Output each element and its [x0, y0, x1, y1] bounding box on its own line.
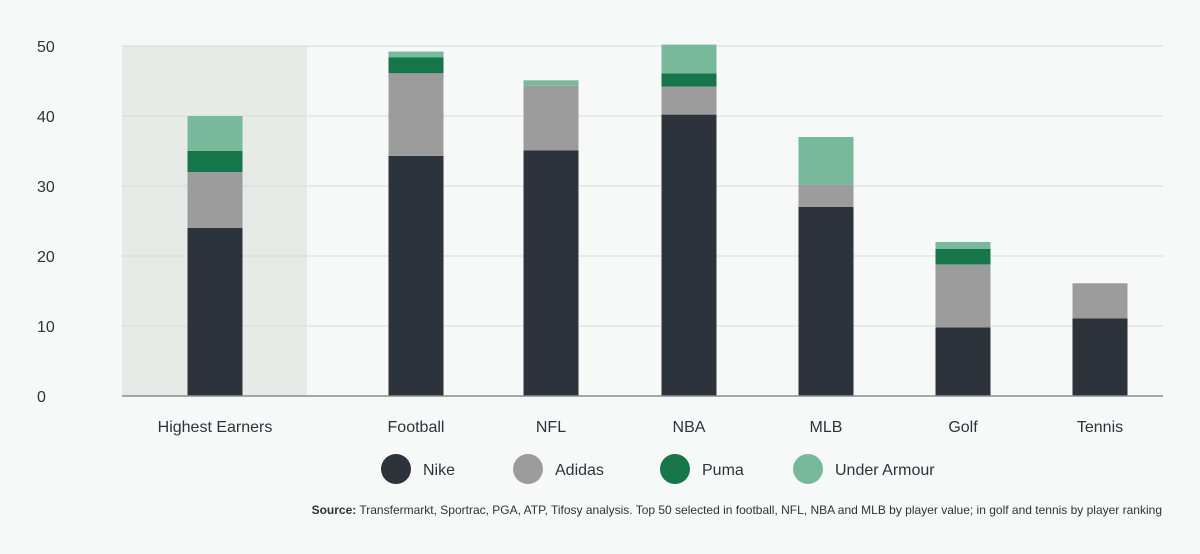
- x-tick-label: NBA: [673, 419, 706, 436]
- bar-segment-nike: [388, 155, 444, 396]
- bar-segment-nike: [935, 327, 991, 396]
- y-tick-label: 40: [37, 109, 55, 126]
- y-tick-label: 10: [37, 319, 55, 336]
- legend-marker-puma: [660, 454, 690, 484]
- source-label: Source:: [311, 503, 357, 517]
- bar-segment-under-armour: [388, 51, 444, 58]
- x-tick-label: Highest Earners: [158, 419, 273, 436]
- bar-segment-puma: [388, 57, 444, 74]
- bar-segment-under-armour: [798, 137, 854, 185]
- bar-segment-adidas: [1072, 283, 1128, 319]
- bar-segment-nike: [1072, 318, 1128, 396]
- x-tick-label: Tennis: [1077, 419, 1123, 436]
- legend-marker-nike: [381, 454, 411, 484]
- y-tick-label: 30: [37, 179, 55, 196]
- bar-segment-nike: [661, 114, 717, 396]
- bar-segment-puma: [935, 249, 991, 265]
- legend-marker-adidas: [513, 454, 543, 484]
- y-tick-label: 50: [37, 39, 55, 56]
- bar-segment-under-armour: [935, 242, 991, 249]
- bar-segment-nike: [798, 207, 854, 396]
- bar-segment-puma: [187, 151, 243, 172]
- source-note: Source: Transfermarkt, Sportrac, PGA, AT…: [312, 503, 1162, 517]
- bar-segment-adidas: [187, 172, 243, 228]
- bar-segment-puma: [661, 73, 717, 87]
- legend-marker-under-armour: [793, 454, 823, 484]
- bar-segment-adidas: [798, 184, 854, 207]
- x-tick-label: MLB: [810, 419, 843, 436]
- bar-segment-nike: [523, 150, 579, 396]
- bar-segment-adidas: [661, 86, 717, 115]
- bar-segment-nike: [187, 228, 243, 396]
- bar-segment-adidas: [523, 85, 579, 151]
- bar-segment-under-armour: [661, 44, 717, 74]
- legend-label: Under Armour: [835, 462, 935, 479]
- bar-segment-under-armour: [187, 116, 243, 151]
- x-tick-label: Football: [388, 419, 445, 436]
- y-tick-label: 20: [37, 249, 55, 266]
- bar-segment-adidas: [935, 264, 991, 328]
- bar-segment-under-armour: [523, 80, 579, 86]
- y-tick-label: 0: [37, 389, 46, 406]
- bar-segment-adidas: [388, 73, 444, 156]
- x-tick-label: NFL: [536, 419, 566, 436]
- x-tick-label: Golf: [948, 419, 978, 436]
- legend-label: Adidas: [555, 462, 604, 479]
- source-text: Transfermarkt, Sportrac, PGA, ATP, Tifos…: [359, 503, 1162, 517]
- legend-label: Puma: [702, 462, 744, 479]
- legend-label: Nike: [423, 462, 455, 479]
